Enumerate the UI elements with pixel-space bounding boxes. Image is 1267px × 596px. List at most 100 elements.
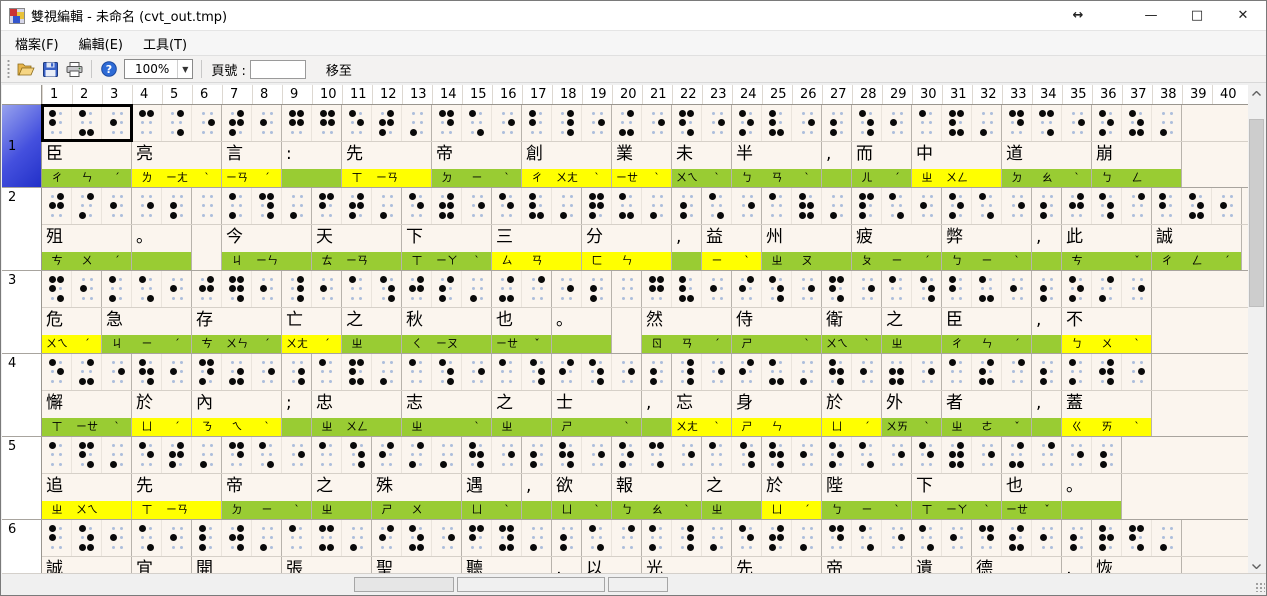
braille-cell[interactable]	[372, 354, 402, 390]
braille-cell[interactable]	[972, 520, 1002, 556]
braille-cell[interactable]	[282, 437, 312, 473]
braille-cell[interactable]	[552, 354, 582, 390]
braille-cell[interactable]	[762, 437, 792, 473]
character-cell[interactable]: 懈	[42, 391, 132, 418]
braille-cell[interactable]	[1122, 354, 1152, 390]
braille-cell[interactable]	[102, 105, 132, 141]
character-cell[interactable]: 聽	[462, 557, 552, 575]
braille-cell[interactable]	[432, 188, 462, 224]
character-cell[interactable]: 帝	[222, 474, 312, 501]
row-number[interactable]: 3	[2, 271, 42, 353]
character-cell[interactable]: ,	[1032, 391, 1062, 418]
character-cell[interactable]: 聖	[372, 557, 462, 575]
braille-cell[interactable]	[1062, 520, 1092, 556]
braille-cell[interactable]	[162, 520, 192, 556]
braille-cell[interactable]	[1002, 354, 1032, 390]
character-cell[interactable]: 亮	[132, 142, 222, 169]
braille-cell[interactable]	[852, 520, 882, 556]
braille-cell[interactable]	[522, 437, 552, 473]
character-cell[interactable]: 業	[612, 142, 672, 169]
row-number[interactable]: 2	[2, 188, 42, 270]
character-cell[interactable]: 言	[222, 142, 282, 169]
braille-cell[interactable]	[342, 188, 372, 224]
braille-cell[interactable]	[162, 271, 192, 307]
character-cell[interactable]: 然	[642, 308, 732, 335]
braille-cell[interactable]	[1212, 188, 1242, 224]
character-cell[interactable]: 忘	[672, 391, 732, 418]
character-cell[interactable]: ,	[1062, 557, 1092, 575]
braille-cell[interactable]	[222, 354, 252, 390]
braille-cell[interactable]	[732, 354, 762, 390]
braille-cell[interactable]	[702, 520, 732, 556]
character-cell[interactable]: 三	[492, 225, 582, 252]
character-cell[interactable]: 秋	[402, 308, 492, 335]
braille-cell[interactable]	[582, 520, 612, 556]
braille-cell[interactable]	[762, 105, 792, 141]
open-folder-icon[interactable]	[15, 59, 37, 79]
braille-cell[interactable]	[1092, 105, 1122, 141]
character-cell[interactable]: 報	[612, 474, 702, 501]
braille-cell[interactable]	[1032, 271, 1062, 307]
braille-cell[interactable]	[102, 520, 132, 556]
character-cell[interactable]	[612, 308, 642, 335]
braille-cell[interactable]	[192, 188, 222, 224]
character-cell[interactable]: 下	[402, 225, 492, 252]
braille-cell[interactable]	[1032, 520, 1062, 556]
character-cell[interactable]: 危	[42, 308, 102, 335]
braille-cell[interactable]	[1092, 188, 1122, 224]
braille-cell[interactable]	[732, 520, 762, 556]
braille-cell[interactable]	[162, 354, 192, 390]
braille-cell[interactable]	[1002, 437, 1032, 473]
braille-cell[interactable]	[252, 437, 282, 473]
braille-cell[interactable]	[252, 188, 282, 224]
braille-cell[interactable]	[102, 437, 132, 473]
braille-cell[interactable]	[642, 105, 672, 141]
braille-cell[interactable]	[792, 271, 822, 307]
braille-cell[interactable]	[882, 188, 912, 224]
braille-cell[interactable]	[852, 354, 882, 390]
braille-cell[interactable]	[702, 105, 732, 141]
braille-cell[interactable]	[462, 188, 492, 224]
character-cell[interactable]: 於	[132, 391, 192, 418]
braille-cell[interactable]	[522, 105, 552, 141]
braille-cell[interactable]	[492, 271, 522, 307]
braille-cell[interactable]	[702, 437, 732, 473]
braille-cell[interactable]	[1002, 520, 1032, 556]
character-cell[interactable]: 恢	[1092, 557, 1182, 575]
braille-cell[interactable]	[612, 354, 642, 390]
braille-cell[interactable]	[762, 188, 792, 224]
braille-cell[interactable]	[42, 188, 72, 224]
braille-cell[interactable]	[942, 105, 972, 141]
braille-cell[interactable]	[1062, 354, 1092, 390]
character-cell[interactable]: 也	[492, 308, 552, 335]
character-cell[interactable]: ,	[1032, 225, 1062, 252]
braille-cell[interactable]	[552, 437, 582, 473]
braille-cell[interactable]	[102, 354, 132, 390]
menu-item[interactable]: 檔案(F)	[15, 37, 59, 53]
braille-cell[interactable]	[942, 188, 972, 224]
braille-cell[interactable]	[72, 354, 102, 390]
braille-cell[interactable]	[42, 354, 72, 390]
character-cell[interactable]: 崩	[1092, 142, 1182, 169]
character-cell[interactable]: 下	[912, 474, 1002, 501]
character-cell[interactable]: 開	[192, 557, 282, 575]
braille-cell[interactable]	[1002, 271, 1032, 307]
braille-cell[interactable]	[882, 105, 912, 141]
character-cell[interactable]: 半	[732, 142, 822, 169]
character-cell[interactable]: 之	[702, 474, 762, 501]
braille-cell[interactable]	[372, 188, 402, 224]
braille-cell[interactable]	[822, 105, 852, 141]
braille-cell[interactable]	[402, 437, 432, 473]
character-cell[interactable]: 益	[702, 225, 762, 252]
character-cell[interactable]: 張	[282, 557, 372, 575]
vertical-scrollbar-thumb[interactable]	[1249, 119, 1264, 307]
braille-cell[interactable]	[222, 271, 252, 307]
braille-cell[interactable]	[1062, 188, 1092, 224]
braille-cell[interactable]	[432, 271, 462, 307]
character-cell[interactable]: 德	[972, 557, 1062, 575]
braille-cell[interactable]	[252, 354, 282, 390]
character-cell[interactable]: 遺	[912, 557, 972, 575]
braille-cell[interactable]	[432, 520, 462, 556]
braille-cell[interactable]	[342, 271, 372, 307]
braille-cell[interactable]	[972, 105, 1002, 141]
